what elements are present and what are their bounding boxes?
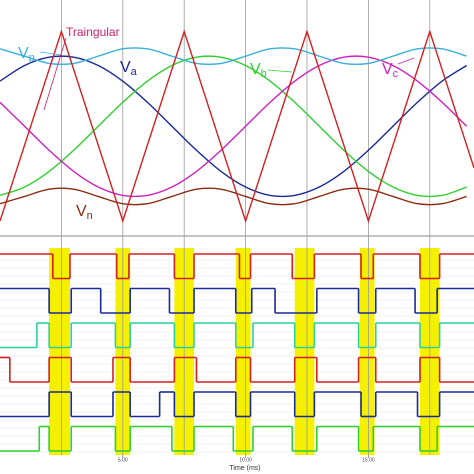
curve-label: Vc	[382, 61, 399, 80]
x-axis-label: Time (ms)	[229, 465, 260, 472]
carrier-label: Traingular	[66, 25, 120, 39]
phase-curve	[0, 47, 467, 66]
curve-label: Va	[120, 59, 138, 78]
x-tick-label: 5.00	[118, 457, 128, 463]
zero-vector-band	[235, 248, 251, 455]
phase-curve	[0, 187, 467, 206]
label-pointer	[39, 51, 63, 56]
x-tick-label: 15.00	[362, 457, 375, 463]
curve-label: Vp	[18, 45, 35, 64]
zero-vector-band	[49, 248, 70, 455]
phase-curve	[0, 55, 468, 198]
phase-curve	[0, 55, 468, 198]
label-pointer	[43, 37, 67, 111]
curve-label: Vb	[250, 61, 267, 80]
zero-vector-band	[294, 248, 315, 455]
zero-vector-band	[359, 248, 375, 455]
label-pointer	[397, 57, 415, 65]
curve-label: Vn	[76, 203, 93, 222]
x-tick-label: 10.00	[239, 457, 252, 463]
label-pointer	[267, 69, 293, 73]
triangular-carrier	[0, 29, 474, 224]
